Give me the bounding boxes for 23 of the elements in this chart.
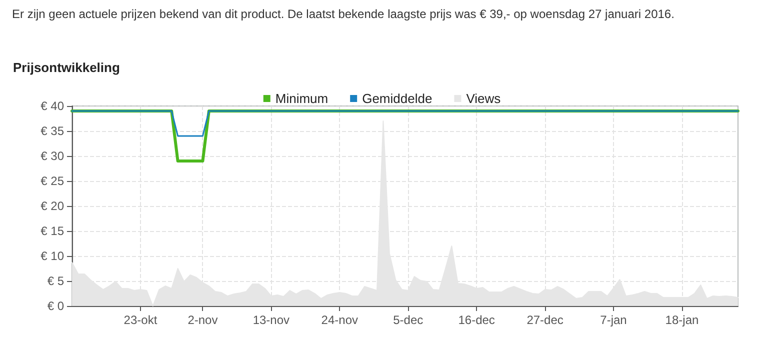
y-tick-label: € 30 bbox=[40, 149, 64, 163]
y-tick-label: € 35 bbox=[40, 124, 64, 138]
y-tick-label: € 5 bbox=[47, 274, 64, 288]
text: Er zijn geen actuele prijzen bekend van dit product. De laatst bekende laagste prijs was € 39,- op woensdag 27 januari 2016. bbox=[12, 7, 674, 21]
y-tick-label: € 0 bbox=[47, 299, 64, 313]
legend-label: Gemiddelde bbox=[362, 91, 432, 106]
x-tick-label: 16-dec bbox=[458, 313, 495, 327]
legend-label: Minimum bbox=[275, 91, 328, 106]
legend-label: Views bbox=[466, 91, 502, 106]
x-tick-label: 5-dec bbox=[393, 313, 424, 327]
y-tick-label: € 20 bbox=[40, 199, 64, 213]
y-tick-label: € 40 bbox=[40, 99, 64, 113]
x-tick-label: 7-jan bbox=[600, 313, 627, 327]
x-tick-label: 18-jan bbox=[665, 313, 699, 327]
y-tick-label: € 10 bbox=[40, 249, 64, 263]
x-tick-label: 23-okt bbox=[124, 313, 158, 327]
chart-title: Prijsontwikkeling bbox=[13, 60, 120, 75]
x-tick-label: 27-dec bbox=[526, 313, 564, 327]
x-tick-label: 2-nov bbox=[188, 313, 218, 327]
y-tick-label: € 15 bbox=[40, 224, 64, 238]
y-tick-label: € 25 bbox=[40, 174, 64, 188]
x-tick-label: 13-nov bbox=[252, 313, 290, 327]
x-tick-label: 24-nov bbox=[321, 313, 358, 327]
